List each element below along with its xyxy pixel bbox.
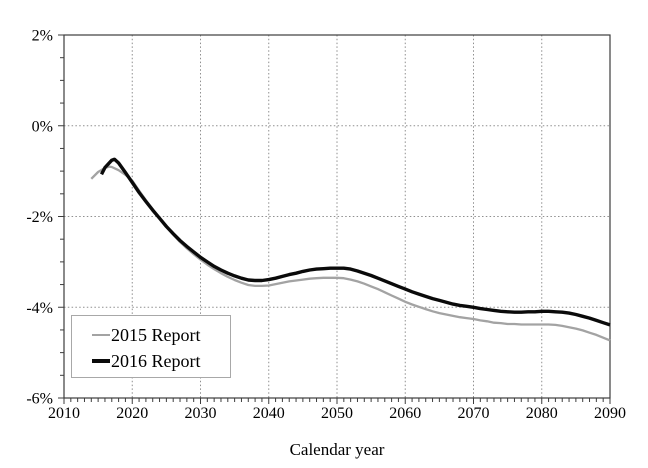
x-axis-title: Calendar year — [289, 440, 385, 459]
legend-item-2016-report: 2016 Report — [92, 348, 230, 374]
legend-line-sample-2015 — [92, 334, 110, 336]
legend: 2015 Report 2016 Report — [71, 315, 231, 378]
data-series — [90, 157, 611, 342]
x-tick-label: 2040 — [253, 405, 285, 422]
legend-label-2016: 2016 Report — [111, 350, 201, 371]
x-tick-label: 2030 — [185, 405, 217, 422]
axis-tick-labels: 2010 2020 2030 2040 2050 2060 2070 2080 2090 2% 0%… — [26, 28, 626, 423]
legend-item-2015-report: 2015 Report — [92, 322, 230, 348]
x-tick-label: 2070 — [458, 405, 490, 422]
x-tick-label: 2090 — [594, 405, 626, 422]
x-tick-label: 2010 — [48, 405, 80, 422]
x-tick-label: 2080 — [526, 405, 558, 422]
x-tick-label: 2050 — [321, 405, 353, 422]
y-tick-label: -6% — [26, 391, 53, 408]
legend-line-sample-2016 — [92, 359, 110, 363]
x-tick-label: 2020 — [116, 405, 148, 422]
axis-ticks — [58, 34, 611, 404]
x-tick-label: 2060 — [389, 405, 421, 422]
plot-border — [63, 34, 611, 399]
y-tick-label: -4% — [26, 300, 53, 317]
y-tick-label: 2% — [32, 28, 53, 45]
series-line-2016-report — [99, 157, 611, 327]
y-tick-label: 0% — [32, 118, 53, 135]
legend-label-2015: 2015 Report — [111, 324, 201, 345]
y-tick-label: -2% — [26, 209, 53, 226]
